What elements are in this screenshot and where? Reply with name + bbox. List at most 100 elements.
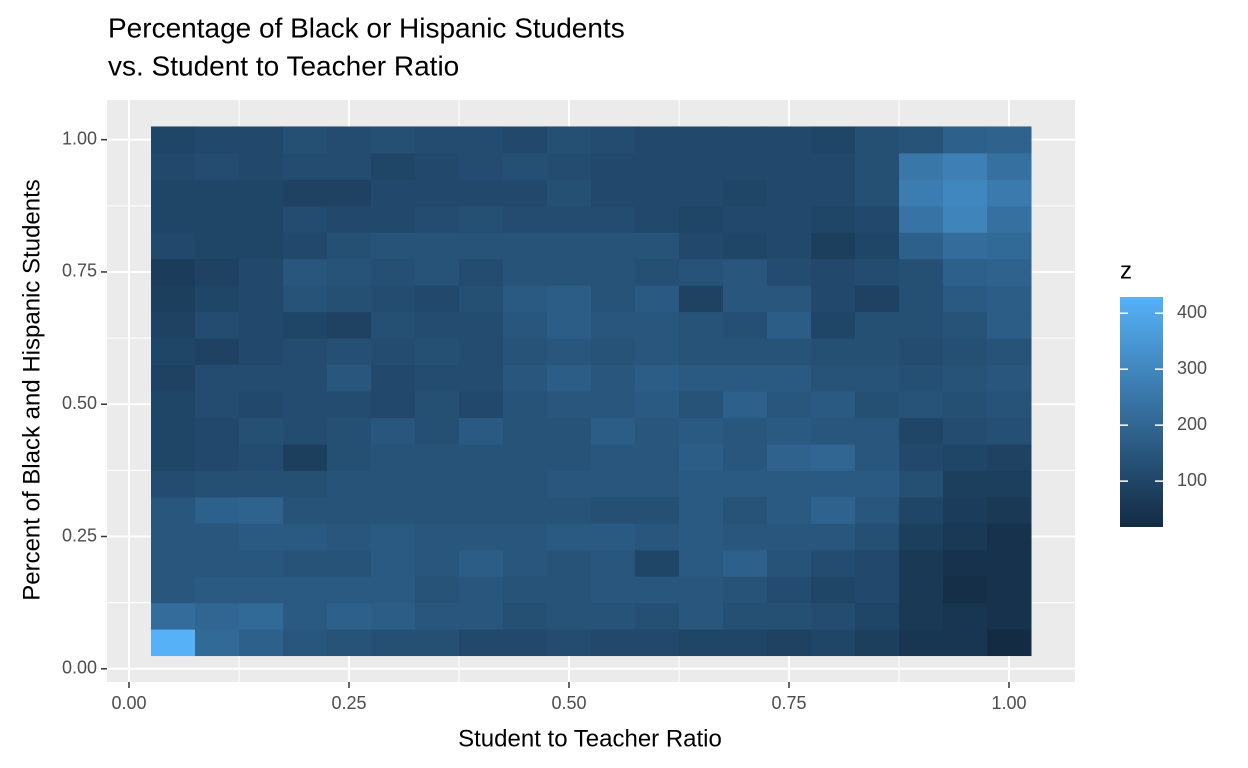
heat-cell [723,523,768,551]
heat-cell [239,523,284,551]
heat-cell [987,602,1032,630]
heat-cell [635,364,680,392]
heat-cell [855,496,900,524]
heat-cell [943,443,988,471]
x-tick-label: 1.00 [991,693,1026,713]
heat-cell [151,496,196,524]
heat-cell [459,364,504,392]
heat-cell [195,470,240,498]
heat-cell [591,232,636,260]
heat-cell [767,258,812,286]
heat-cell [899,364,944,392]
heat-cell [855,391,900,418]
heat-cell [327,496,372,524]
heat-cell [943,470,988,498]
heat-cell [767,443,812,471]
heat-cell [987,232,1032,260]
heat-cell [283,602,328,630]
heat-cell [679,576,724,604]
heat-cell [503,205,548,233]
colorbar [1120,297,1163,527]
heat-cell [987,364,1032,392]
heat-cell [855,417,900,445]
heat-cell [459,311,504,339]
heat-cell [899,232,944,260]
heat-cell [635,258,680,286]
heat-cell [239,152,284,180]
heat-cell [415,496,460,524]
heat-cell [591,311,636,339]
heat-cell [239,443,284,471]
heat-cell [591,602,636,630]
heat-cell [415,285,460,313]
heat-cell [371,576,416,604]
heat-cell [195,602,240,630]
heat-cell [415,311,460,339]
heat-cell [547,496,592,524]
heat-cell [943,126,988,154]
heat-cell [239,576,284,604]
heat-cell [371,470,416,498]
heat-cell [327,391,372,418]
heat-cell [635,179,680,207]
heat-cell [327,443,372,471]
heat-cell [811,496,856,524]
heat-cell [635,152,680,180]
heat-cell [151,602,196,630]
heat-cell [283,523,328,551]
heat-cell [811,417,856,445]
heat-cell [459,523,504,551]
heat-cell [767,523,812,551]
heat-cell [943,152,988,180]
heat-cell [635,311,680,339]
heat-cell [327,338,372,366]
heat-cell [283,364,328,392]
heat-cell [503,258,548,286]
heat-cell [327,523,372,551]
heat-cell [195,179,240,207]
heat-cell [371,126,416,154]
heat-cell [547,470,592,498]
heat-cell [239,364,284,392]
heat-cell [811,152,856,180]
heat-cell [855,576,900,604]
heat-cell [591,417,636,445]
heat-cell [987,443,1032,471]
heat-cell [503,364,548,392]
heat-cell [723,496,768,524]
heat-cell [767,602,812,630]
heat-cell [723,285,768,313]
heat-cell [547,258,592,286]
heat-cell [855,311,900,339]
y-tick-label: 1.00 [62,128,97,148]
heat-cell [767,311,812,339]
heat-cell [503,311,548,339]
heat-cell [283,496,328,524]
heat-cell [855,205,900,233]
heat-cell [767,576,812,604]
heat-cell [371,338,416,366]
heat-cell [415,629,460,657]
heat-cell [151,152,196,180]
heat-cell [547,232,592,260]
heat-cell [987,285,1032,313]
heat-cell [591,496,636,524]
heat-cell [151,576,196,604]
heat-cell [503,391,548,418]
heat-cell [151,179,196,207]
heat-cell [371,391,416,418]
heat-cell [327,311,372,339]
heat-cell [415,523,460,551]
heat-cell [811,338,856,366]
heat-cell [811,629,856,657]
heat-cell [855,152,900,180]
heat-cell [679,443,724,471]
heat-cell [547,205,592,233]
heat-cell [547,311,592,339]
heat-cell [283,576,328,604]
heat-cell [635,417,680,445]
heat-cell [327,205,372,233]
heat-cell [723,338,768,366]
heat-cell [371,549,416,577]
heat-cell [899,205,944,233]
